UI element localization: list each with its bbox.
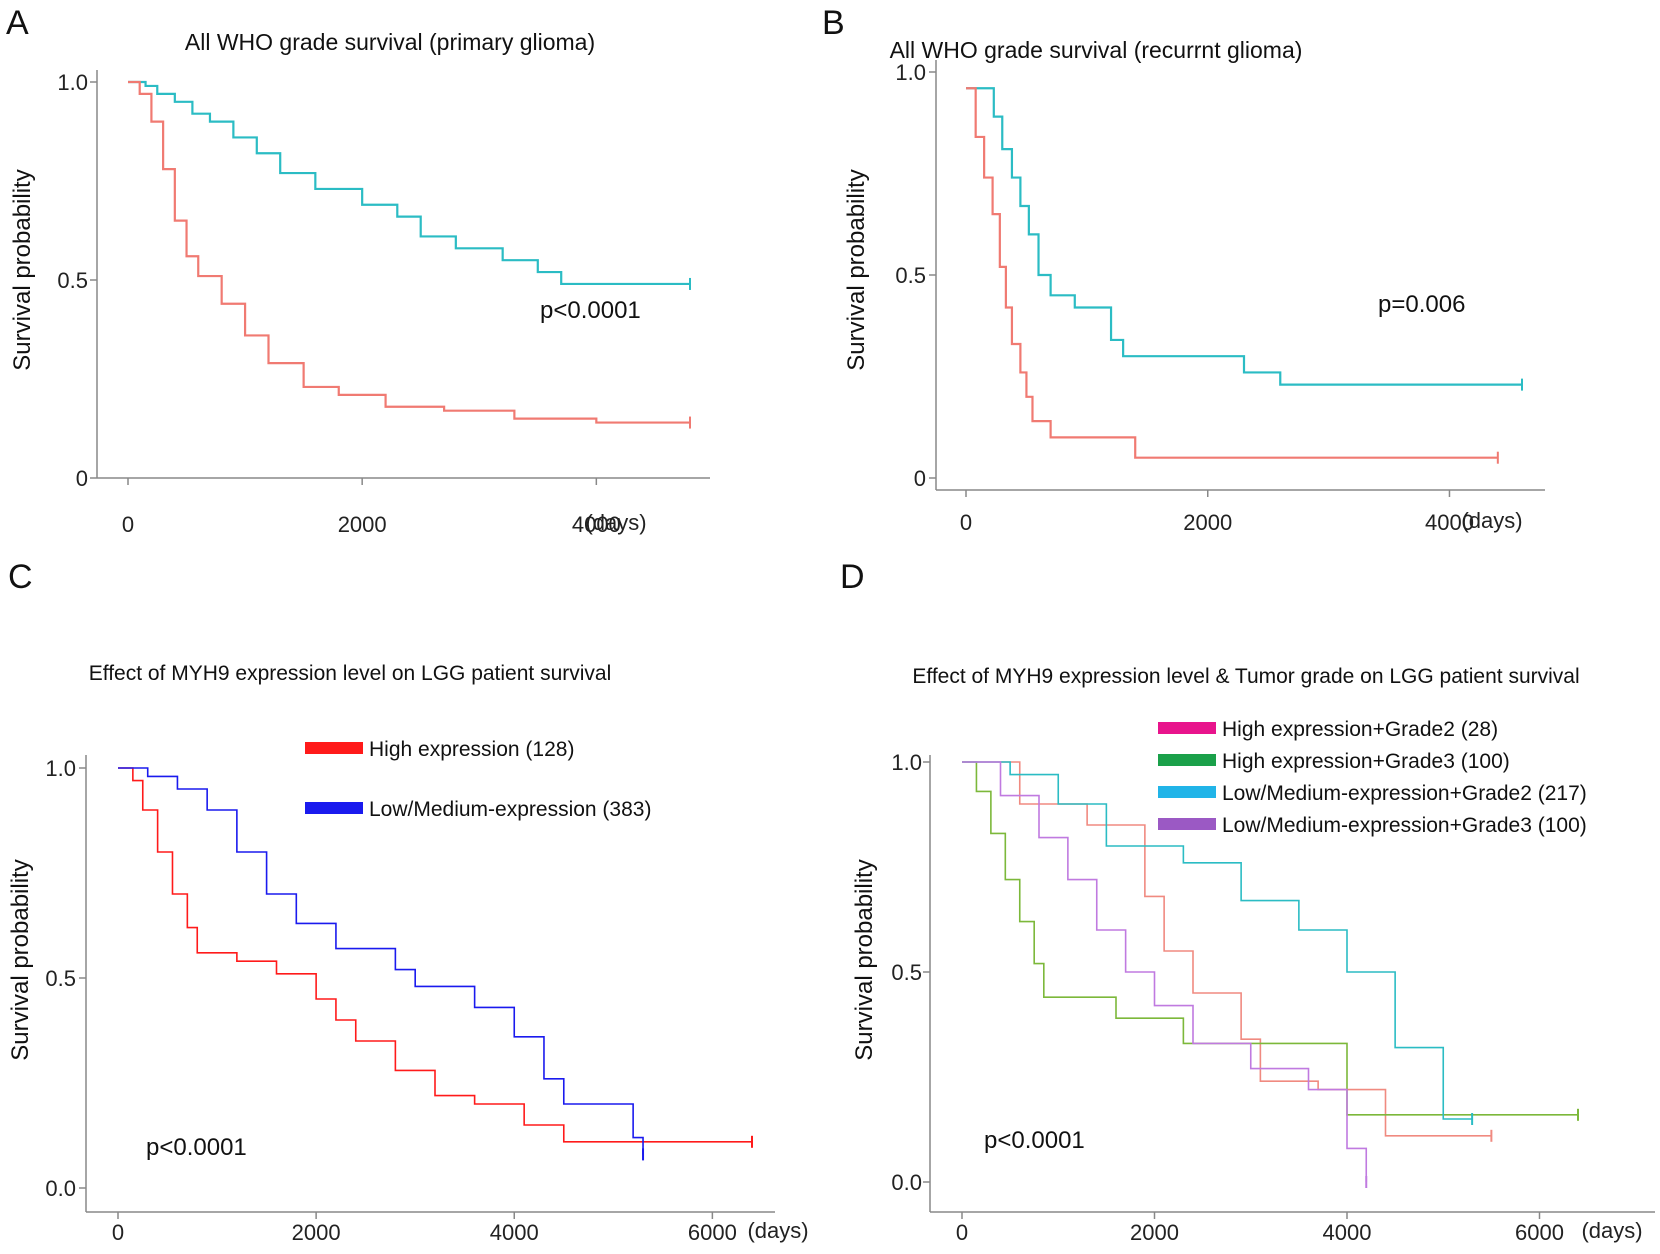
series-line-red: [966, 87, 1498, 459]
series-line-low-medium-expression-grade2-217: [962, 761, 1473, 1120]
series-line-teal: [966, 87, 1522, 386]
y-tick-label: 1.0: [45, 756, 76, 781]
legend-label: Low/Medium-expression+Grade2 (217): [1222, 782, 1587, 805]
chart-title: All WHO grade survival (primary glioma): [185, 29, 595, 55]
legend-label: Low/Medium-expression (383): [369, 798, 651, 821]
legend-label: High expression+Grade3 (100): [1222, 750, 1510, 773]
panel-letter: D: [840, 558, 865, 596]
y-tick-label: 0.5: [891, 960, 922, 985]
x-tick-label: 0: [956, 1220, 968, 1245]
series-line-high-expression-grade2-28: [962, 761, 1492, 1137]
legend-swatch: [1158, 818, 1216, 830]
y-axis-label: Survival probability: [843, 169, 870, 370]
p-value-annotation: p=0.006: [1378, 291, 1465, 318]
series-line-high-expression-128: [118, 767, 752, 1143]
y-axis-label: Survival probability: [9, 169, 36, 370]
x-tick-label: 2000: [1130, 1220, 1179, 1245]
legend-swatch: [305, 742, 363, 754]
x-tick-label: 4000: [572, 512, 621, 537]
x-tick-label: 4000: [1425, 510, 1474, 535]
series-line-red: [128, 80, 690, 424]
y-tick-label: 0: [76, 466, 88, 491]
panel-letter: C: [8, 558, 33, 596]
y-tick-label: 1.0: [57, 70, 88, 95]
x-axis-label: (days): [1461, 508, 1522, 533]
y-tick-label: 0.5: [45, 966, 76, 991]
x-axis-label: (days): [747, 1218, 808, 1243]
x-tick-label: 0: [112, 1220, 124, 1245]
y-tick-label: 0.5: [895, 263, 926, 288]
legend-label: High expression (128): [369, 738, 574, 761]
panel-d: D Effect of MYH9 expression level & Tumor…: [840, 558, 1655, 1245]
x-tick-label: 2000: [1183, 510, 1232, 535]
x-tick-label: 4000: [490, 1220, 539, 1245]
x-axis-label: (days): [1581, 1218, 1642, 1243]
chart-title: Effect of MYH9 expression level on LGG p…: [89, 662, 612, 685]
x-tick-label: 2000: [292, 1220, 341, 1245]
y-axis-label: Survival probability: [7, 859, 34, 1060]
x-tick-label: 0: [122, 512, 134, 537]
series-line-low-medium-expression-383: [118, 767, 644, 1155]
y-tick-label: 0.5: [57, 268, 88, 293]
x-tick-label: 6000: [1515, 1220, 1564, 1245]
legend-swatch: [305, 802, 363, 814]
y-axis-label: Survival probability: [851, 859, 878, 1060]
series-line-teal: [128, 80, 690, 286]
panel-a: A All WHO grade survival (primary glioma)…: [6, 4, 710, 537]
y-tick-label: 1.0: [895, 60, 926, 85]
x-axis-label: (days): [585, 510, 646, 535]
legend-label: Low/Medium-expression+Grade3 (100): [1222, 814, 1587, 837]
p-value-annotation: p<0.0001: [984, 1127, 1085, 1154]
p-value-annotation: p<0.0001: [146, 1134, 247, 1161]
legend-label: High expression+Grade2 (28): [1222, 718, 1498, 741]
legend-swatch: [1158, 754, 1216, 766]
legend-swatch: [1158, 722, 1216, 734]
y-tick-label: 0: [914, 466, 926, 491]
x-tick-label: 6000: [688, 1220, 737, 1245]
p-value-annotation: p<0.0001: [540, 297, 641, 324]
panel-letter: A: [6, 4, 29, 42]
series-line-high-expression-grade3-100: [962, 761, 1578, 1116]
legend-swatch: [1158, 786, 1216, 798]
y-tick-label: 0.0: [45, 1176, 76, 1201]
x-tick-label: 2000: [338, 512, 387, 537]
panel-letter: B: [822, 4, 845, 42]
panel-c: C Effect of MYH9 expression level on LGG …: [7, 558, 809, 1245]
y-tick-label: 0.0: [891, 1170, 922, 1195]
y-tick-label: 1.0: [891, 750, 922, 775]
chart-title: All WHO grade survival (recurrnt glioma): [890, 37, 1303, 63]
x-tick-label: 4000: [1323, 1220, 1372, 1245]
x-tick-label: 0: [960, 510, 972, 535]
series-line-low-medium-expression-grade3-100: [962, 761, 1368, 1182]
chart-title: Effect of MYH9 expression level & Tumor …: [912, 665, 1579, 688]
panel-b: B All WHO grade survival (recurrnt glioma…: [822, 4, 1545, 535]
